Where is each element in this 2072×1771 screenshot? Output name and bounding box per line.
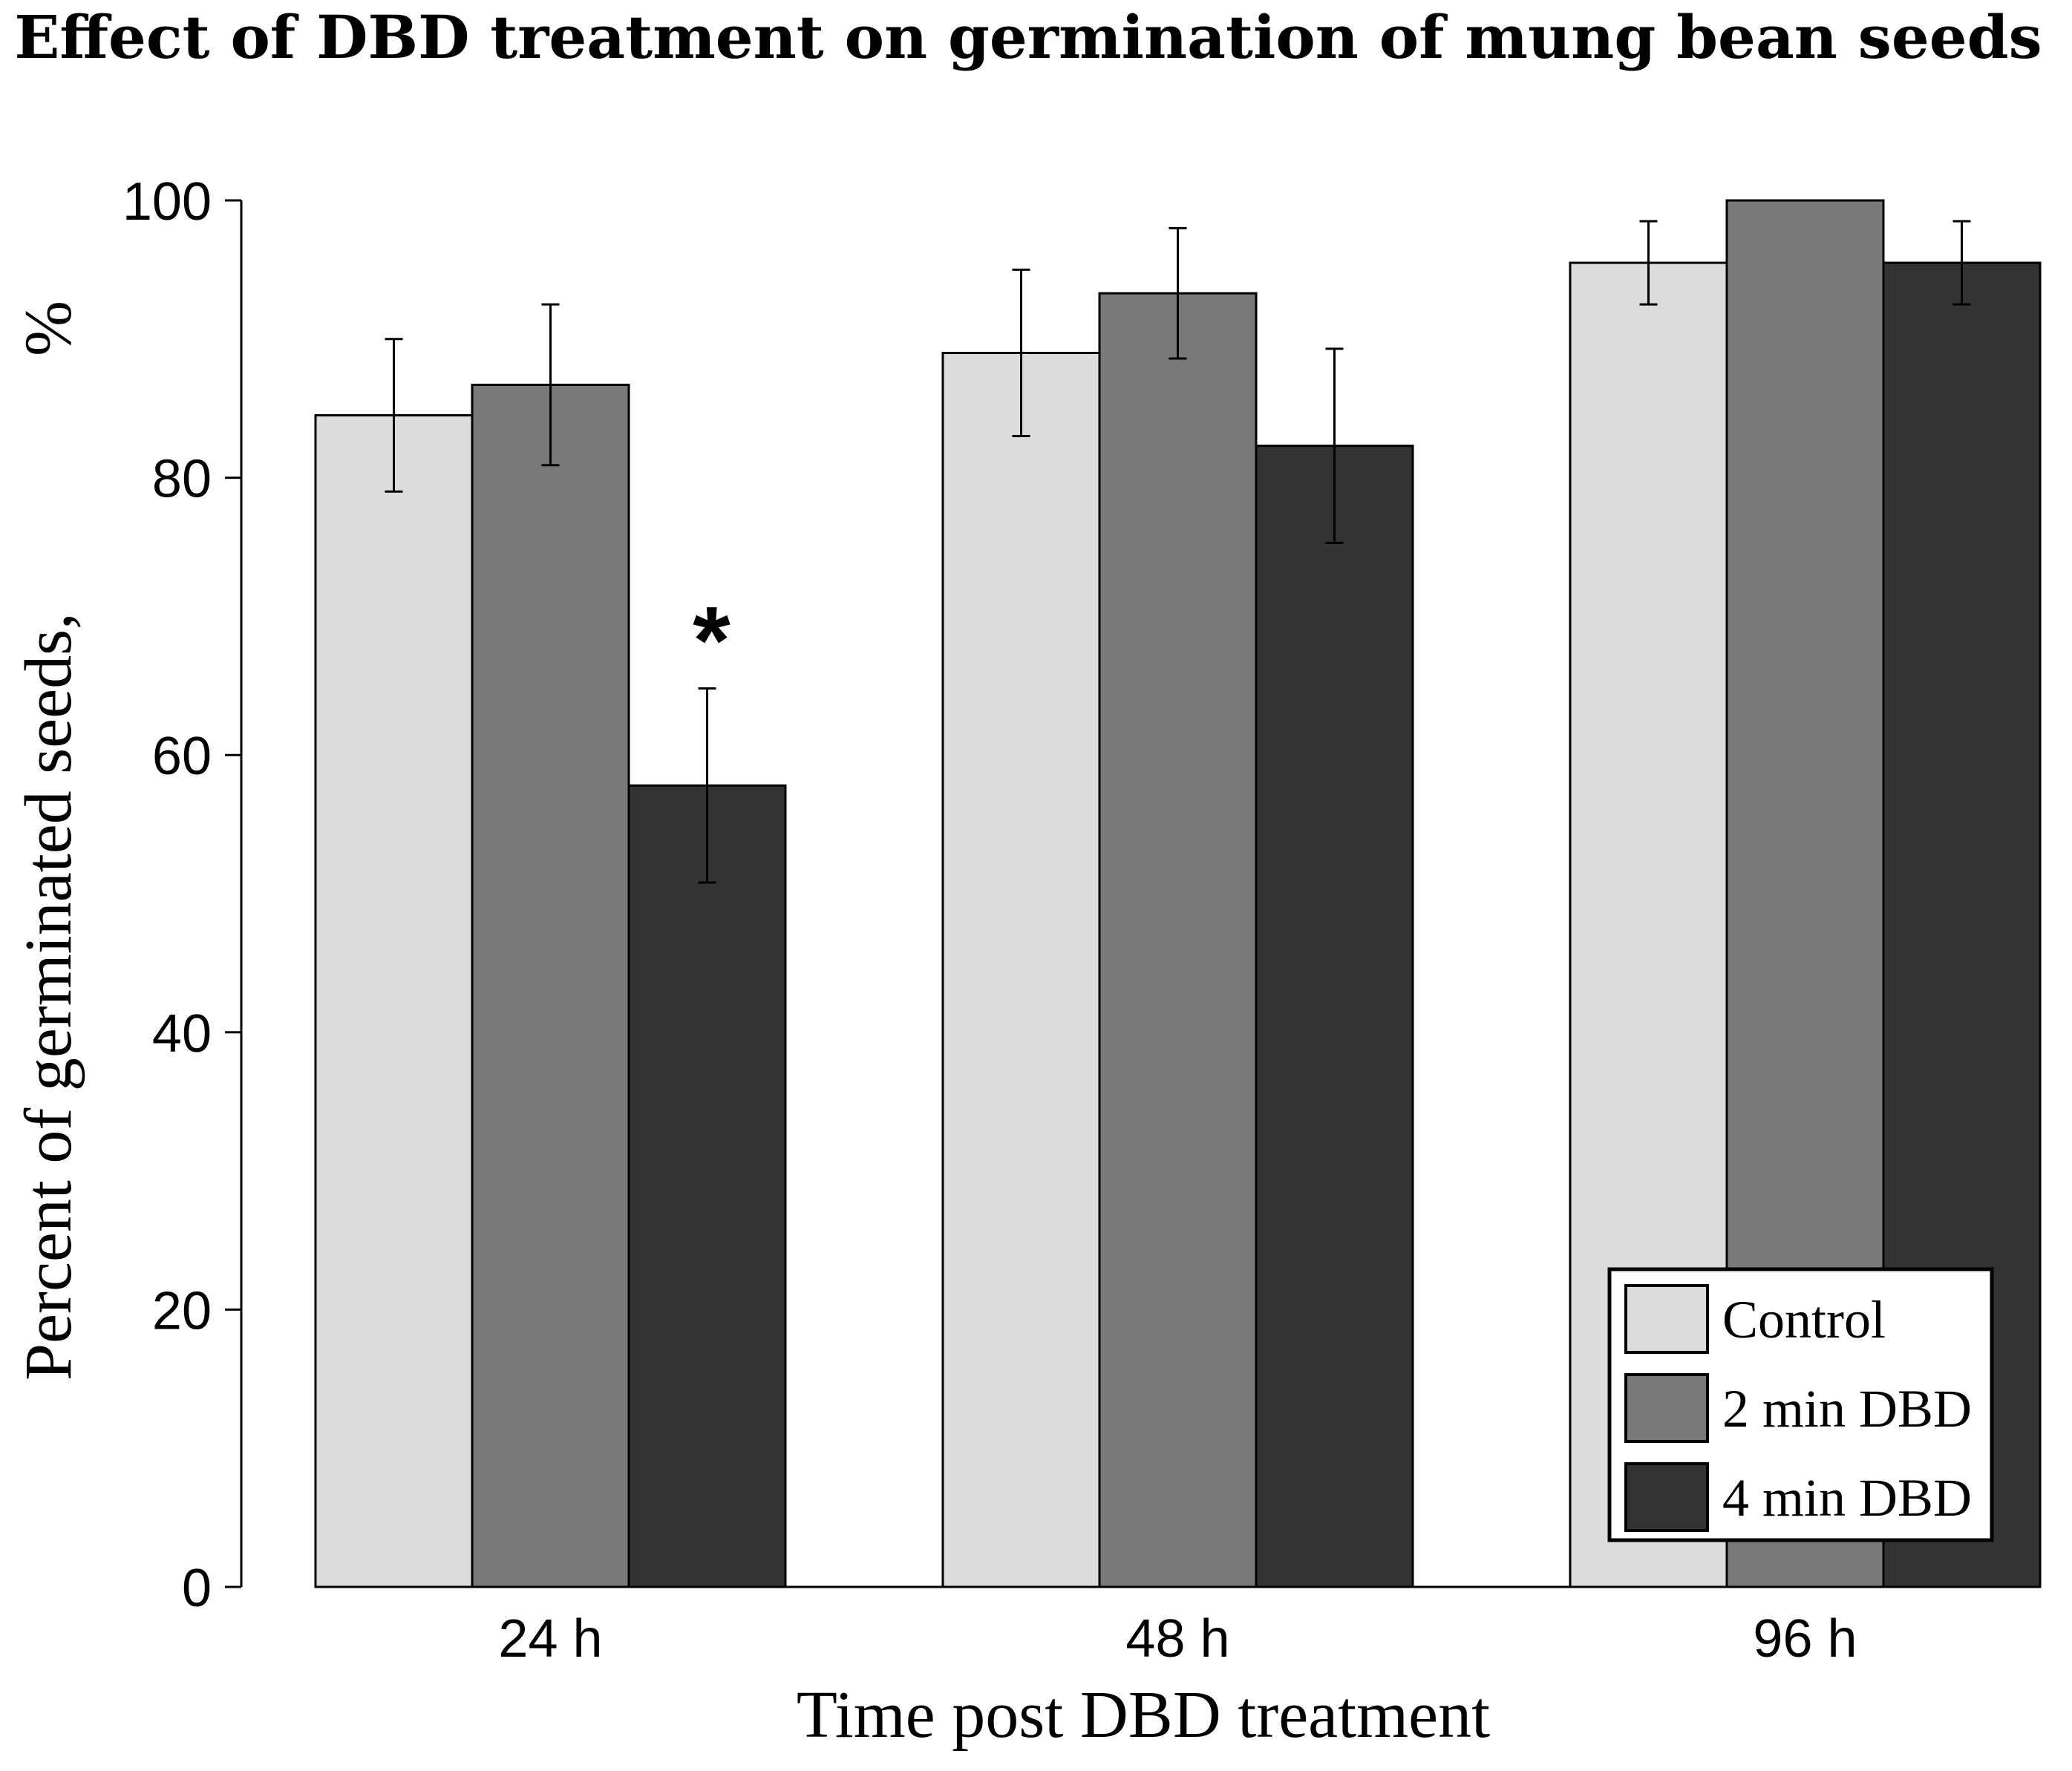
y-axis-label: Percent of germinated seeds, (12, 612, 85, 1381)
x-tick-label: 48 h (1125, 1609, 1229, 1669)
bar (471, 383, 630, 1588)
significance-asterisk: * (693, 586, 731, 695)
x-tick-label: 24 h (498, 1609, 602, 1669)
y-tick-label: 60 (152, 727, 212, 786)
legend-label: 4 min DBD (1722, 1468, 1972, 1528)
chart-title: Effect of DBD treatment on germination o… (14, 2, 2042, 72)
bar (1255, 445, 1414, 1588)
x-tick-label: 96 h (1753, 1609, 1857, 1669)
legend-label: 2 min DBD (1722, 1379, 1972, 1438)
legend-swatch (1624, 1462, 1709, 1532)
y-axis-unit: % (12, 301, 85, 356)
y-axis-title: Percent of germinated seeds, % (12, 301, 85, 1381)
x-axis-title: Time post DBD treatment (797, 1678, 1490, 1752)
bar (941, 351, 1101, 1588)
bar (1098, 292, 1258, 1588)
y-tick-label: 0 (182, 1559, 212, 1618)
legend-label: Control (1722, 1290, 1886, 1349)
legend-swatch (1624, 1284, 1709, 1354)
legend-swatch (1624, 1373, 1709, 1443)
bar (627, 784, 787, 1588)
y-tick-label: 40 (152, 1004, 212, 1064)
bar (314, 414, 474, 1588)
legend: Control 2 min DBD 4 min DBD (1607, 1267, 1994, 1542)
y-tick-label: 20 (152, 1281, 212, 1340)
y-tick-label: 80 (152, 450, 212, 509)
y-tick-label: 100 (122, 172, 212, 232)
